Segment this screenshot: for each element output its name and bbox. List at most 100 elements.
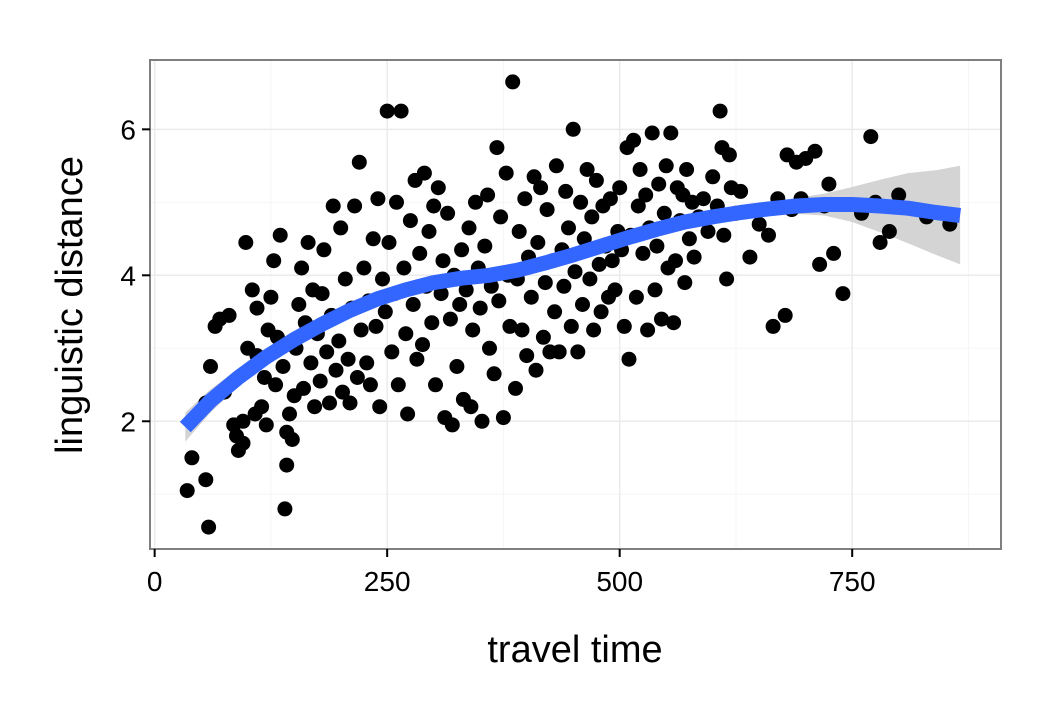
data-point — [548, 158, 564, 174]
data-point — [658, 158, 674, 174]
data-point — [468, 194, 483, 210]
data-point — [474, 413, 490, 429]
data-point — [294, 260, 310, 276]
data-point — [272, 227, 288, 243]
data-point — [584, 209, 600, 225]
data-point — [331, 333, 347, 349]
smooth-fit-line — [179, 197, 962, 433]
data-point — [349, 370, 365, 385]
data-point — [390, 377, 406, 393]
data-point — [575, 297, 590, 312]
data-point — [635, 245, 651, 261]
data-point — [695, 191, 711, 207]
data-point — [677, 275, 693, 291]
data-point — [398, 326, 414, 342]
data-point — [430, 180, 446, 196]
data-point — [666, 315, 682, 331]
data-point — [567, 264, 583, 280]
data-point — [325, 198, 341, 214]
data-point — [751, 216, 767, 232]
x-tick-label: 500 — [596, 566, 643, 597]
data-point — [415, 337, 430, 353]
data-point — [279, 457, 295, 473]
data-point — [256, 370, 272, 385]
data-point — [533, 180, 549, 196]
data-point — [681, 231, 697, 247]
data-point — [721, 147, 737, 163]
data-point — [402, 213, 418, 229]
data-point — [491, 293, 507, 309]
data-point — [428, 377, 443, 393]
data-point — [863, 129, 879, 145]
data-point — [396, 260, 412, 276]
data-point — [465, 322, 481, 338]
data-point — [381, 235, 397, 250]
data-point — [489, 140, 505, 156]
data-point — [351, 154, 367, 170]
data-point — [426, 198, 442, 214]
data-point — [282, 406, 297, 422]
data-point — [807, 143, 823, 159]
data-point — [296, 380, 311, 396]
data-point — [528, 362, 544, 378]
data-point — [630, 198, 646, 214]
data-point — [514, 322, 530, 338]
data-point — [201, 519, 217, 535]
data-point — [621, 351, 637, 367]
data-point — [370, 191, 386, 207]
data-point — [686, 249, 702, 265]
data-point — [449, 359, 465, 374]
data-point — [353, 322, 369, 338]
data-point — [591, 256, 607, 272]
data-point — [535, 329, 551, 345]
data-point — [291, 297, 307, 312]
data-point — [765, 318, 781, 334]
data-point — [356, 260, 372, 276]
data-point — [638, 187, 654, 203]
data-point — [628, 289, 644, 305]
data-point — [498, 165, 514, 181]
data-point — [258, 417, 274, 433]
data-point — [777, 307, 793, 323]
data-point — [604, 253, 620, 269]
data-point — [570, 344, 586, 360]
data-point — [826, 245, 842, 261]
data-point — [742, 249, 758, 265]
data-point — [221, 307, 237, 323]
data-point — [235, 413, 251, 429]
data-point — [835, 286, 851, 302]
confidence-band — [185, 165, 961, 442]
data-point — [454, 242, 470, 258]
data-point — [679, 162, 695, 177]
data-point — [505, 74, 521, 90]
data-point — [238, 235, 254, 250]
data-point — [275, 359, 291, 374]
data-point — [435, 253, 451, 269]
data-point — [733, 183, 749, 199]
data-point — [563, 318, 579, 334]
data-point — [254, 399, 270, 415]
data-point — [379, 103, 395, 119]
data-point — [656, 205, 672, 221]
data-point — [266, 253, 282, 269]
data-point — [389, 194, 404, 210]
data-point — [607, 282, 623, 298]
data-point — [303, 355, 319, 371]
data-point — [480, 187, 496, 203]
data-point — [558, 183, 574, 199]
data-point — [365, 231, 381, 247]
data-point — [872, 235, 888, 250]
data-point — [547, 304, 563, 320]
data-point — [700, 224, 716, 239]
data-point — [486, 366, 502, 382]
smooth-line — [179, 197, 962, 433]
data-point — [461, 220, 477, 236]
data-point — [268, 377, 284, 393]
data-point — [537, 275, 553, 291]
data-point — [881, 224, 897, 239]
data-point — [502, 318, 518, 334]
data-point — [307, 399, 323, 415]
data-point — [602, 191, 618, 207]
panel-border — [149, 59, 1002, 550]
data-point — [179, 483, 195, 499]
